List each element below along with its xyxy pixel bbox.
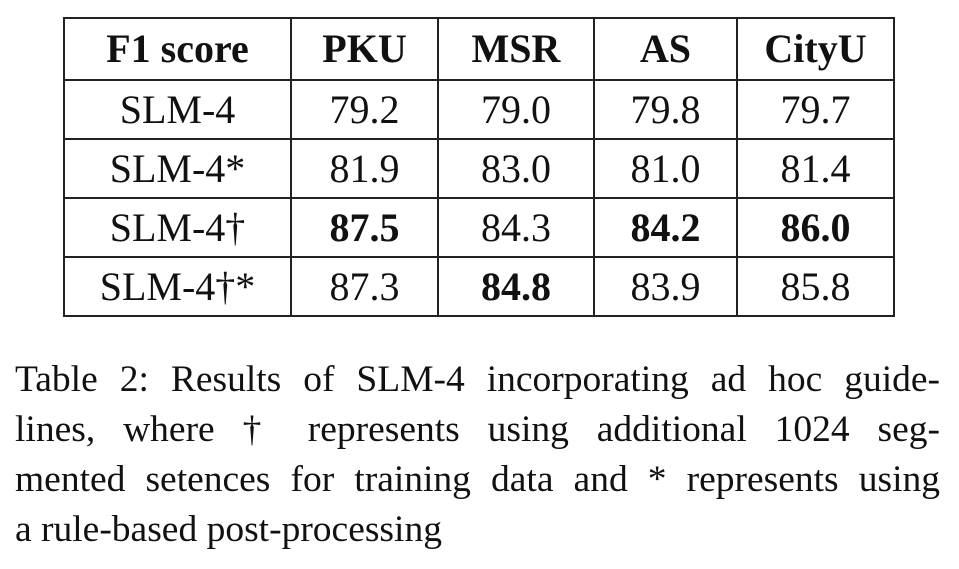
table-row: SLM-4 79.2 79.0 79.8 79.7	[63, 79, 895, 140]
caption-line: lines, where † represents using addition…	[15, 409, 940, 450]
row-label: SLM-4†*	[63, 256, 292, 317]
header-cell: CityU	[736, 17, 895, 81]
score-cell: 87.5	[290, 197, 439, 258]
caption: Table 2: Results of SLM-4 incorporating …	[15, 355, 940, 555]
header-cell: MSR	[437, 17, 595, 81]
score-cell: 79.0	[437, 79, 595, 140]
table-body: SLM-4 79.2 79.0 79.8 79.7 SLM-4* 81.9 83.0 81.0 8…	[63, 79, 895, 317]
score-cell: 79.2	[290, 79, 439, 140]
header-cell: F1 score	[63, 17, 292, 81]
score-cell: 85.8	[736, 256, 895, 317]
score-cell: 87.3	[290, 256, 439, 317]
score-cell: 79.7	[736, 79, 895, 140]
row-label: SLM-4	[63, 79, 292, 140]
row-label: SLM-4†	[63, 197, 292, 258]
score-cell: 84.3	[437, 197, 595, 258]
score-cell: 83.0	[437, 138, 595, 199]
table-row: SLM-4† 87.5 84.3 84.2 86.0	[63, 197, 895, 258]
row-label: SLM-4*	[63, 138, 292, 199]
score-cell: 86.0	[736, 197, 895, 258]
score-cell: 84.2	[593, 197, 738, 258]
caption-line: a rule-based post-processing	[15, 509, 442, 550]
score-cell: 83.9	[593, 256, 738, 317]
score-cell: 81.9	[290, 138, 439, 199]
score-cell: 81.4	[736, 138, 895, 199]
score-cell: 79.8	[593, 79, 738, 140]
table-row: SLM-4* 81.9 83.0 81.0 81.4	[63, 138, 895, 199]
caption-line: Table 2: Results of SLM-4 incorporating …	[15, 359, 940, 400]
header-cell: PKU	[290, 17, 439, 81]
results-table: F1 score PKU MSR AS CityU SLM-4 79.2 79.0 79.8 7…	[63, 17, 895, 317]
score-cell: 81.0	[593, 138, 738, 199]
header-row: F1 score PKU MSR AS CityU	[63, 17, 895, 81]
header-cell: AS	[593, 17, 738, 81]
caption-line: mented setences for training data and * …	[15, 459, 940, 500]
score-cell: 84.8	[437, 256, 595, 317]
table-row: SLM-4†* 87.3 84.8 83.9 85.8	[63, 256, 895, 317]
